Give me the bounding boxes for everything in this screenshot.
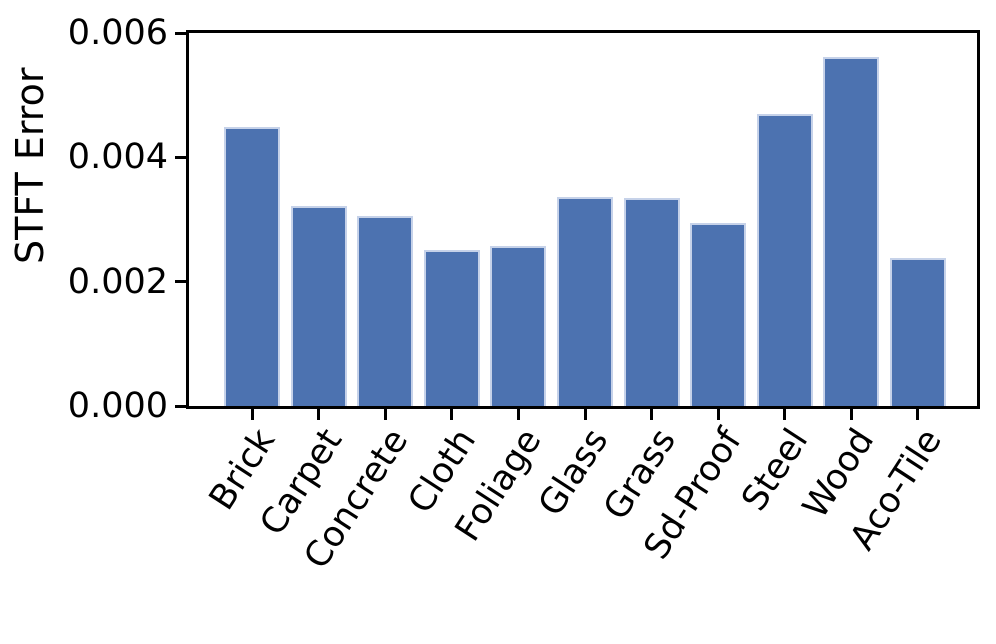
x-tick-label-sd-proof: Sd-Proof bbox=[636, 422, 750, 567]
x-tick-mark bbox=[251, 409, 254, 420]
x-tick-label-wood: Wood bbox=[795, 422, 883, 526]
bars-container bbox=[189, 33, 977, 406]
x-tick-mark bbox=[517, 409, 520, 420]
bar-slot-foliage bbox=[485, 33, 552, 406]
x-tick-mark bbox=[384, 409, 387, 420]
bar-slot-glass bbox=[552, 33, 619, 406]
bar-slot-aco-tile bbox=[884, 33, 951, 406]
y-tick-mark bbox=[175, 280, 186, 283]
bar-foliage bbox=[490, 246, 547, 406]
y-tick-label: 0.006 bbox=[67, 13, 168, 53]
y-tick-mark bbox=[175, 156, 186, 159]
x-tick-label-aco-tile: Aco-Tile bbox=[842, 422, 950, 558]
bar-slot-brick bbox=[219, 33, 286, 406]
bar-steel bbox=[756, 114, 813, 406]
x-tick-mark bbox=[717, 409, 720, 420]
bar-concrete bbox=[357, 216, 414, 406]
bar-slot-cloth bbox=[419, 33, 486, 406]
x-tick-label-grass: Grass bbox=[595, 422, 684, 528]
x-tick-label-cloth: Cloth bbox=[400, 422, 484, 521]
bar-cloth bbox=[423, 250, 480, 406]
bar-slot-carpet bbox=[286, 33, 353, 406]
y-axis-title: STFT Error bbox=[8, 67, 52, 264]
x-tick-label-steel: Steel bbox=[734, 422, 817, 519]
x-tick-label-concrete: Concrete bbox=[297, 422, 417, 577]
y-tick-mark bbox=[175, 32, 186, 35]
bar-sd-proof bbox=[690, 223, 747, 406]
bar-wood bbox=[823, 57, 880, 406]
x-tick-mark bbox=[850, 409, 853, 420]
x-tick-mark bbox=[783, 409, 786, 420]
plot-area bbox=[186, 30, 980, 409]
y-tick-label: 0.000 bbox=[67, 386, 168, 426]
x-tick-label-foliage: Foliage bbox=[447, 422, 550, 549]
y-tick-label: 0.002 bbox=[67, 262, 168, 302]
y-tick-mark bbox=[175, 405, 186, 408]
x-tick-mark bbox=[650, 409, 653, 420]
x-tick-mark bbox=[317, 409, 320, 420]
bar-slot-grass bbox=[618, 33, 685, 406]
bar-brick bbox=[224, 127, 281, 406]
bar-slot-sd-proof bbox=[685, 33, 752, 406]
x-tick-label-glass: Glass bbox=[531, 422, 617, 524]
bar-slot-concrete bbox=[352, 33, 419, 406]
bar-aco-tile bbox=[889, 258, 946, 406]
x-tick-mark bbox=[916, 409, 919, 420]
bar-slot-steel bbox=[751, 33, 818, 406]
bar-slot-wood bbox=[818, 33, 885, 406]
bar-grass bbox=[623, 198, 680, 406]
x-tick-mark bbox=[450, 409, 453, 420]
x-tick-mark bbox=[584, 409, 587, 420]
bar-carpet bbox=[290, 206, 347, 406]
bar-glass bbox=[557, 197, 613, 406]
x-tick-label-brick: Brick bbox=[202, 422, 284, 518]
x-tick-label-carpet: Carpet bbox=[252, 422, 351, 543]
